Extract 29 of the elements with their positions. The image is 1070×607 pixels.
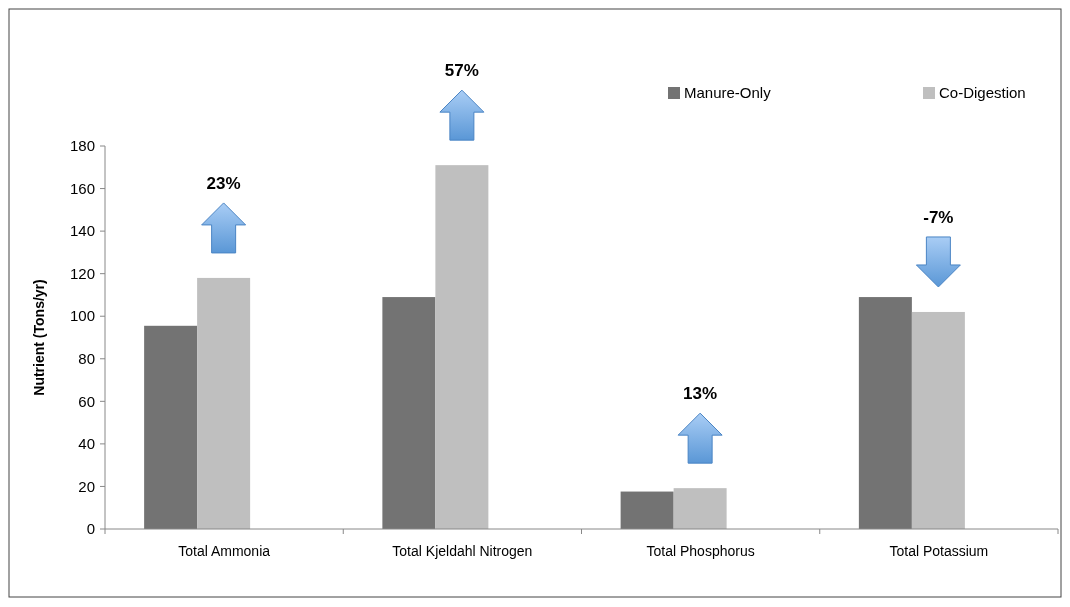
y-tick-label: 160 [69, 179, 95, 197]
annotation: 13% [683, 384, 718, 404]
bar [197, 277, 251, 529]
annotation: -7% [923, 207, 954, 227]
y-tick-label: 100 [69, 307, 95, 325]
y-tick-label: 20 [78, 477, 95, 495]
text: 57% [444, 61, 479, 81]
bar [382, 297, 436, 529]
y-tick-label: 120 [69, 264, 95, 282]
x-tick-label: Total Potassium [889, 543, 989, 559]
bar [858, 297, 912, 529]
bar [620, 491, 674, 529]
bar [435, 165, 489, 529]
x-tick-label: Total Ammonia [178, 543, 271, 559]
y-tick-label: 180 [69, 137, 95, 155]
y-tick-label: 140 [69, 222, 95, 240]
bar [144, 325, 198, 529]
y-tick-label: 80 [78, 350, 95, 368]
bar [673, 488, 727, 529]
y-tick-label: 40 [78, 435, 95, 453]
x-tick-label: Total Kjeldahl Nitrogen [392, 543, 533, 559]
y-axis-title: Nutrient (Tons/yr) [31, 279, 47, 396]
y-tick-label: 0 [86, 520, 95, 538]
bar [911, 311, 965, 529]
annotation: 23% [206, 173, 241, 193]
x-tick-label: Total Phosphorus [646, 543, 755, 559]
y-tick-label: 60 [78, 392, 95, 410]
legend-label: Co-Digestion [939, 84, 1026, 102]
legend-label: Manure-Only [684, 84, 772, 102]
